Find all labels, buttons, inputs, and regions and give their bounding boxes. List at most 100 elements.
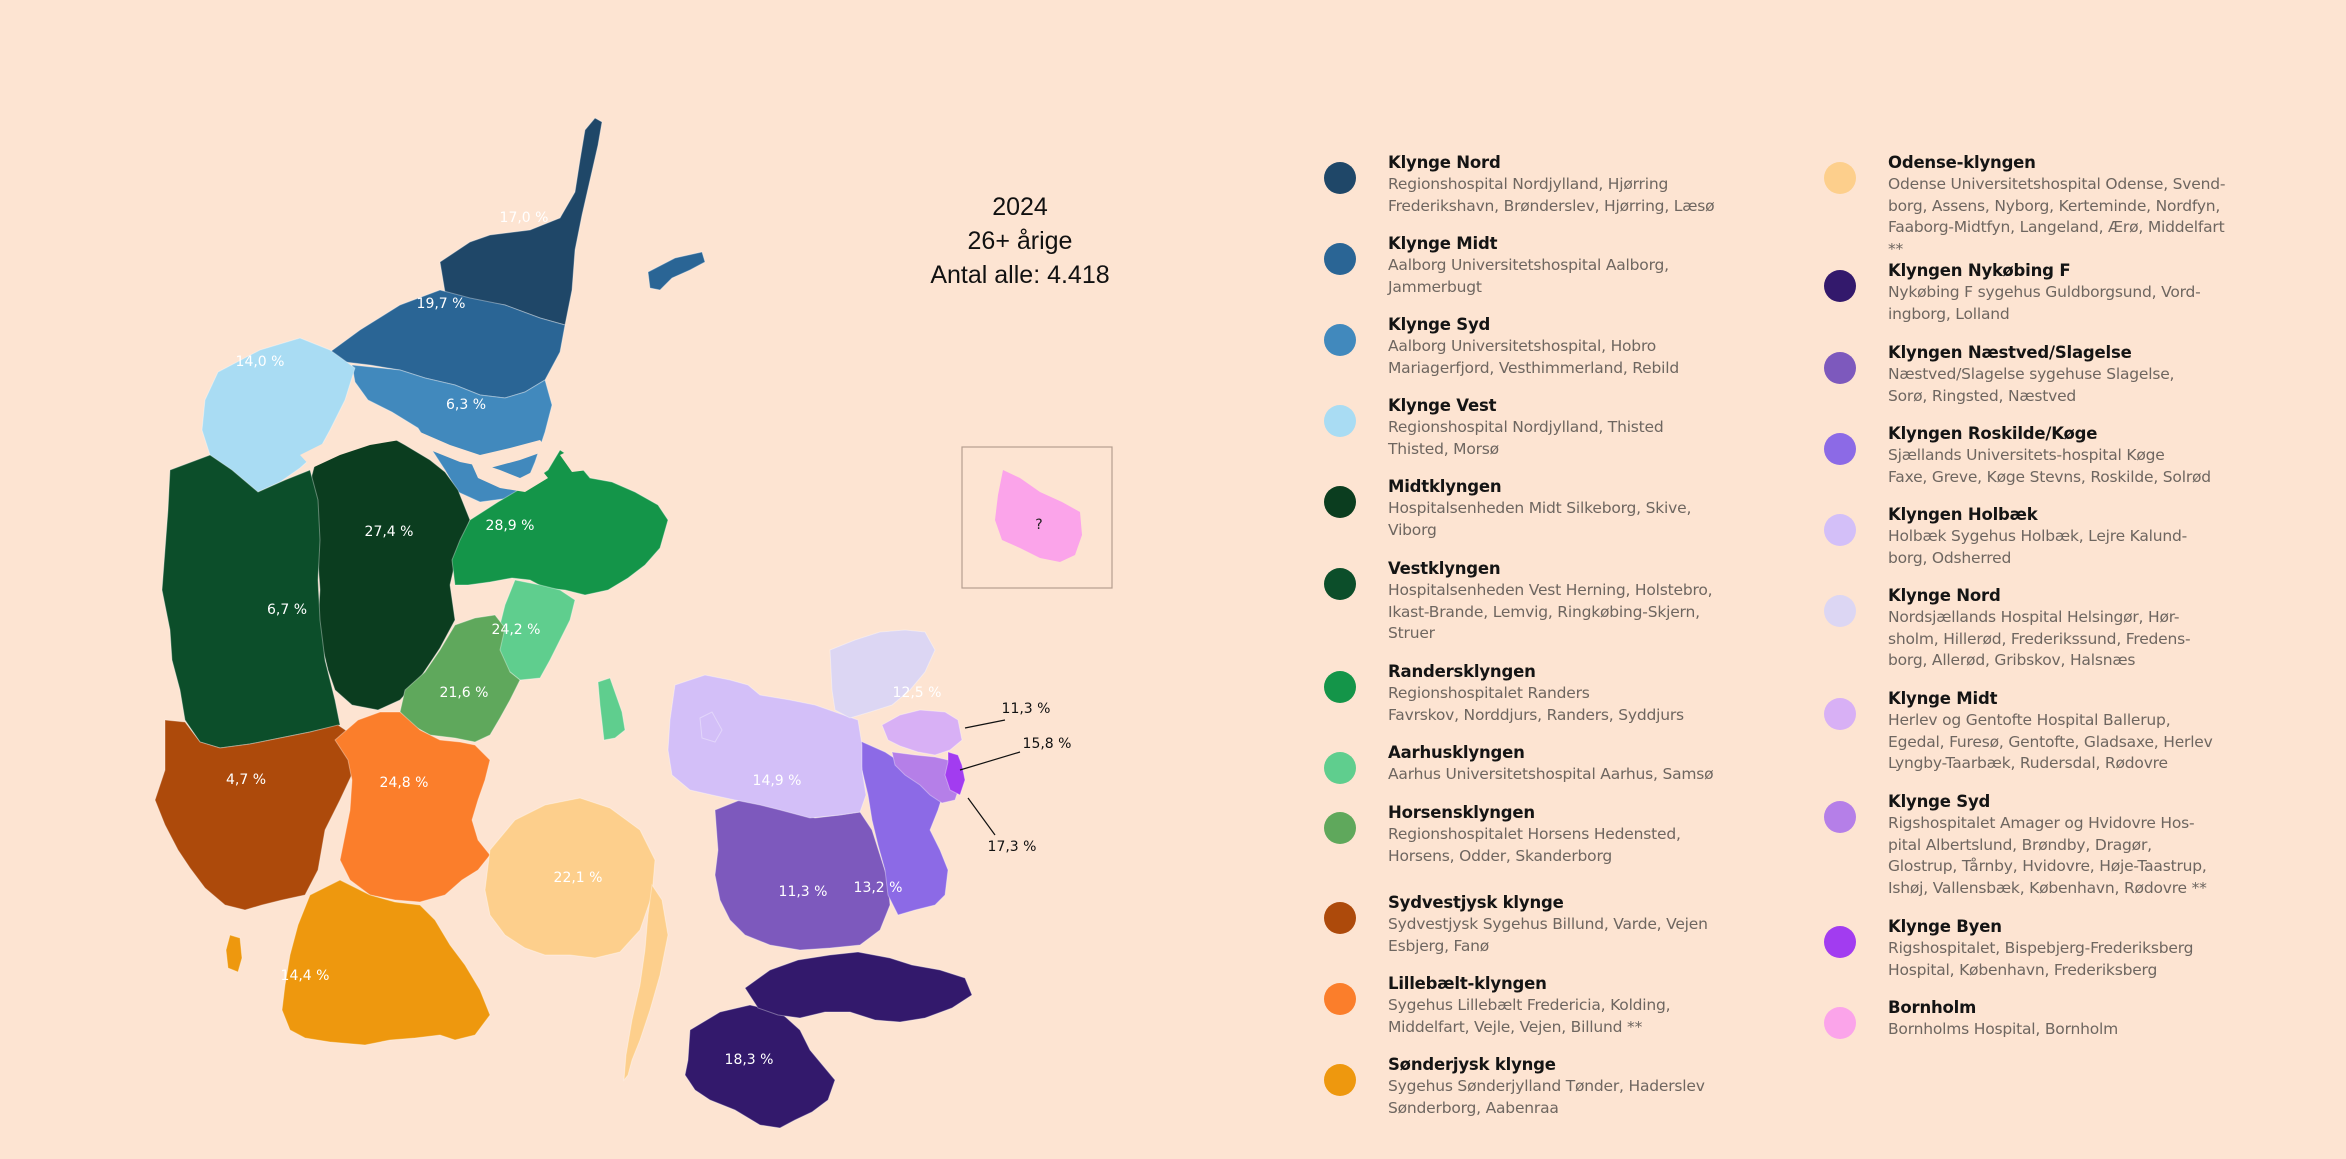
- legend-item-description: Næstved/Slagelse sygehuse Slagelse, Sorø…: [1888, 365, 2175, 405]
- legend-item-name: Klynge Nord: [1388, 153, 1501, 172]
- legend-swatch: [1824, 595, 1856, 627]
- legend-item-name: Sydvestjysk klynge: [1388, 893, 1564, 912]
- legend-swatch: [1824, 433, 1856, 465]
- leader-line-klynge-syd-sjaelland: [967, 797, 996, 836]
- region-label-nykobing: 18,3 %: [725, 1052, 774, 1068]
- legend-item-description: Hospitalsenheden Vest Herning, Holstebro…: [1388, 581, 1713, 642]
- legend-item: Klynge Nord Regionshospital Nordjylland, …: [1322, 152, 1722, 217]
- bornholm-label: ?: [1035, 517, 1042, 533]
- legend-item-name: Klynge Byen: [1888, 917, 2002, 936]
- region-klynge-vest: [201, 337, 356, 496]
- region-randersklyngen: [451, 449, 669, 596]
- legend-item: Klyngen Holbæk Holbæk Sygehus Holbæk, Lej…: [1822, 504, 2242, 569]
- legend-swatch: [1824, 926, 1856, 958]
- legend-swatch: [1324, 568, 1356, 600]
- legend-swatch: [1824, 514, 1856, 546]
- bornholm-inset: ?: [961, 446, 1113, 589]
- region-label-klynge-midt-jylland: 19,7 %: [417, 296, 466, 312]
- legend-item-description: Aalborg Universitetshospital Aalborg, Ja…: [1388, 256, 1669, 296]
- region-label-midtklyngen: 27,4 %: [365, 524, 414, 540]
- legend-item: Klynge Vest Regionshospital Nordjylland, …: [1322, 395, 1722, 460]
- region-label-klynge-byen: 15,8 %: [1023, 736, 1072, 752]
- legend-item-name: Aarhusklyngen: [1388, 743, 1525, 762]
- legend-item-name: Klyngen Holbæk: [1888, 505, 2038, 524]
- legend-swatch: [1324, 405, 1356, 437]
- region-label-klynge-nord-sjaelland: 12,5 %: [893, 685, 942, 701]
- legend-item-description: Sjællands Universitets-hospital Køge Fax…: [1888, 446, 2211, 486]
- legend-item: Klyngen Nykøbing F Nykøbing F sygehus Gul…: [1822, 260, 2242, 325]
- region-klynge-midt-jylland: [647, 251, 706, 291]
- legend-item: Klynge Syd Rigshospitalet Amager og Hvido…: [1822, 791, 2242, 899]
- region-label-roskilde-koge: 13,2 %: [854, 880, 903, 896]
- region-bornholm: [995, 470, 1082, 562]
- legend-swatch: [1824, 1007, 1856, 1039]
- legend-item-description: Nykøbing F sygehus Guldborgsund, Vord- i…: [1888, 283, 2201, 323]
- region-label-odense: 22,1 %: [554, 870, 603, 886]
- legend-item-name: Klynge Syd: [1888, 792, 1991, 811]
- legend-swatch: [1824, 801, 1856, 833]
- region-sydvestjysk: [154, 719, 361, 911]
- region-vestklyngen: [161, 454, 341, 749]
- region-horsensklyngen: [399, 614, 521, 743]
- legend-item-description: Regionshospitalet Randers Favrskov, Nord…: [1388, 684, 1684, 724]
- legend-item-name: Vestklyngen: [1388, 559, 1501, 578]
- region-klynge-nord-sjaelland: [829, 629, 936, 719]
- legend-item-description: Herlev og Gentofte Hospital Ballerup, Eg…: [1888, 711, 2213, 772]
- legend-item: Horsensklyngen Regionshospitalet Horsens …: [1322, 802, 1722, 867]
- legend-item-name: Klyngen Roskilde/Køge: [1888, 424, 2098, 443]
- legend-swatch: [1324, 983, 1356, 1015]
- legend-item-description: Regionshospital Nordjylland, Hjørring Fr…: [1388, 175, 1715, 215]
- fjord-water: [560, 445, 596, 472]
- legend-item-name: Odense-klyngen: [1888, 153, 2036, 172]
- legend-item-description: Holbæk Sygehus Holbæk, Lejre Kalund- bor…: [1888, 527, 2188, 567]
- region-klynge-byen: [944, 751, 966, 796]
- region-odense: [484, 797, 656, 959]
- legend-item: Randersklyngen Regionshospitalet Randers …: [1322, 661, 1722, 726]
- region-label-sydvestjysk: 4,7 %: [226, 772, 266, 788]
- legend-item-name: Lillebælt-klyngen: [1388, 974, 1547, 993]
- legend-item: Lillebælt-klyngen Sygehus Lillebælt Frede…: [1322, 973, 1722, 1038]
- legend-item: Klynge Midt Herlev og Gentofte Hospital B…: [1822, 688, 2242, 775]
- legend-swatch: [1324, 812, 1356, 844]
- legend-item-name: Klyngen Nykøbing F: [1888, 261, 2071, 280]
- region-label-naestved-slagelse: 11,3 %: [779, 884, 828, 900]
- region-sonderjysk: [225, 934, 243, 973]
- region-label-vestklyngen: 6,7 %: [267, 602, 307, 618]
- region-label-klynge-nord-jylland: 17,0 %: [500, 210, 549, 226]
- legend-item: Midtklyngen Hospitalsenheden Midt Silkebo…: [1322, 476, 1722, 541]
- legend-item-description: Odense Universitetshospital Odense, Sven…: [1888, 175, 2226, 258]
- legend-item-description: Bornholms Hospital, Bornholm: [1888, 1020, 2119, 1038]
- legend-item-description: Regionshospitalet Horsens Hedensted, Hor…: [1388, 825, 1681, 865]
- legend-item-name: Bornholm: [1888, 998, 1977, 1017]
- region-sonderjysk: [281, 879, 491, 1046]
- legend-swatch: [1824, 352, 1856, 384]
- region-nykobing: [744, 951, 973, 1023]
- legend-item: Klyngen Næstved/Slagelse Næstved/Slagelse…: [1822, 342, 2242, 407]
- denmark-map: ? 17,0 % 19,7 % 6,3 % 14,0 % 27,4 % 6,7 % 28,9…: [154, 117, 1113, 1129]
- legend-item-name: Klynge Midt: [1888, 689, 1998, 708]
- legend-item: Sønderjysk klynge Sygehus Sønderjylland T…: [1322, 1054, 1722, 1119]
- legend-item-description: Rigshospitalet Amager og Hvidovre Hos- p…: [1888, 814, 2207, 897]
- region-label-randersklyngen: 28,9 %: [486, 518, 535, 534]
- legend-item-description: Sydvestjysk Sygehus Billund, Varde, Veje…: [1388, 915, 1708, 955]
- legend-swatch: [1324, 671, 1356, 703]
- legend-swatch: [1324, 162, 1356, 194]
- region-label-sonderjysk: 14,4 %: [281, 968, 330, 984]
- legend-item-name: Klynge Syd: [1388, 315, 1491, 334]
- title-year: 2024: [992, 193, 1048, 221]
- legend-swatch: [1824, 270, 1856, 302]
- region-label-holbaek: 14,9 %: [753, 773, 802, 789]
- legend-item-description: Aarhus Universitetshospital Aarhus, Sams…: [1388, 765, 1714, 783]
- legend-item-name: Klynge Midt: [1388, 234, 1498, 253]
- legend-item: Bornholm Bornholms Hospital, Bornholm: [1822, 997, 2242, 1041]
- region-label-lillebaelt: 24,8 %: [380, 775, 429, 791]
- region-label-klynge-syd-sjaelland: 17,3 %: [988, 839, 1037, 855]
- legend-item-name: Sønderjysk klynge: [1388, 1055, 1556, 1074]
- fjord-water: [470, 460, 548, 492]
- legend-item: Vestklyngen Hospitalsenheden Vest Herning…: [1322, 558, 1722, 645]
- legend-item-name: Klynge Nord: [1888, 586, 2001, 605]
- legend-swatch: [1324, 902, 1356, 934]
- legend-item: Klynge Syd Aalborg Universitetshospital, …: [1322, 314, 1722, 379]
- legend-item-description: Nordsjællands Hospital Helsingør, Hør- s…: [1888, 608, 2191, 669]
- legend-item: Klynge Nord Nordsjællands Hospital Helsin…: [1822, 585, 2242, 672]
